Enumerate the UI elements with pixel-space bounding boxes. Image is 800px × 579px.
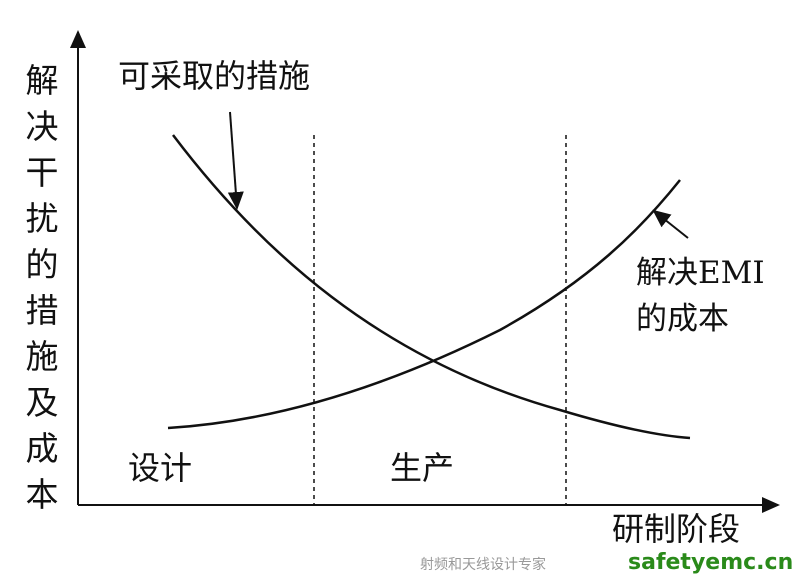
measures-label: 可采取的措施: [118, 57, 311, 95]
emi-cost-curve: [167, 179, 681, 430]
emi-cost-label-line2: 的成本: [636, 301, 729, 337]
watermark-site: safetyemc.cn: [628, 550, 794, 575]
measures-curve: [172, 134, 691, 440]
watermark-tagline: 射频和天线设计专家: [420, 557, 546, 573]
emi-cost-pointer-arrow: [652, 209, 689, 239]
y-axis-label: 解决干扰的措施及成本: [25, 61, 59, 514]
emi-cost-label-line1: 解决EMI: [636, 255, 765, 291]
measures-pointer-arrow: [227, 111, 244, 210]
phase-label-design: 设计: [128, 449, 193, 487]
phase-label-production: 生产: [390, 449, 455, 487]
x-axis-label: 研制阶段: [612, 510, 741, 548]
